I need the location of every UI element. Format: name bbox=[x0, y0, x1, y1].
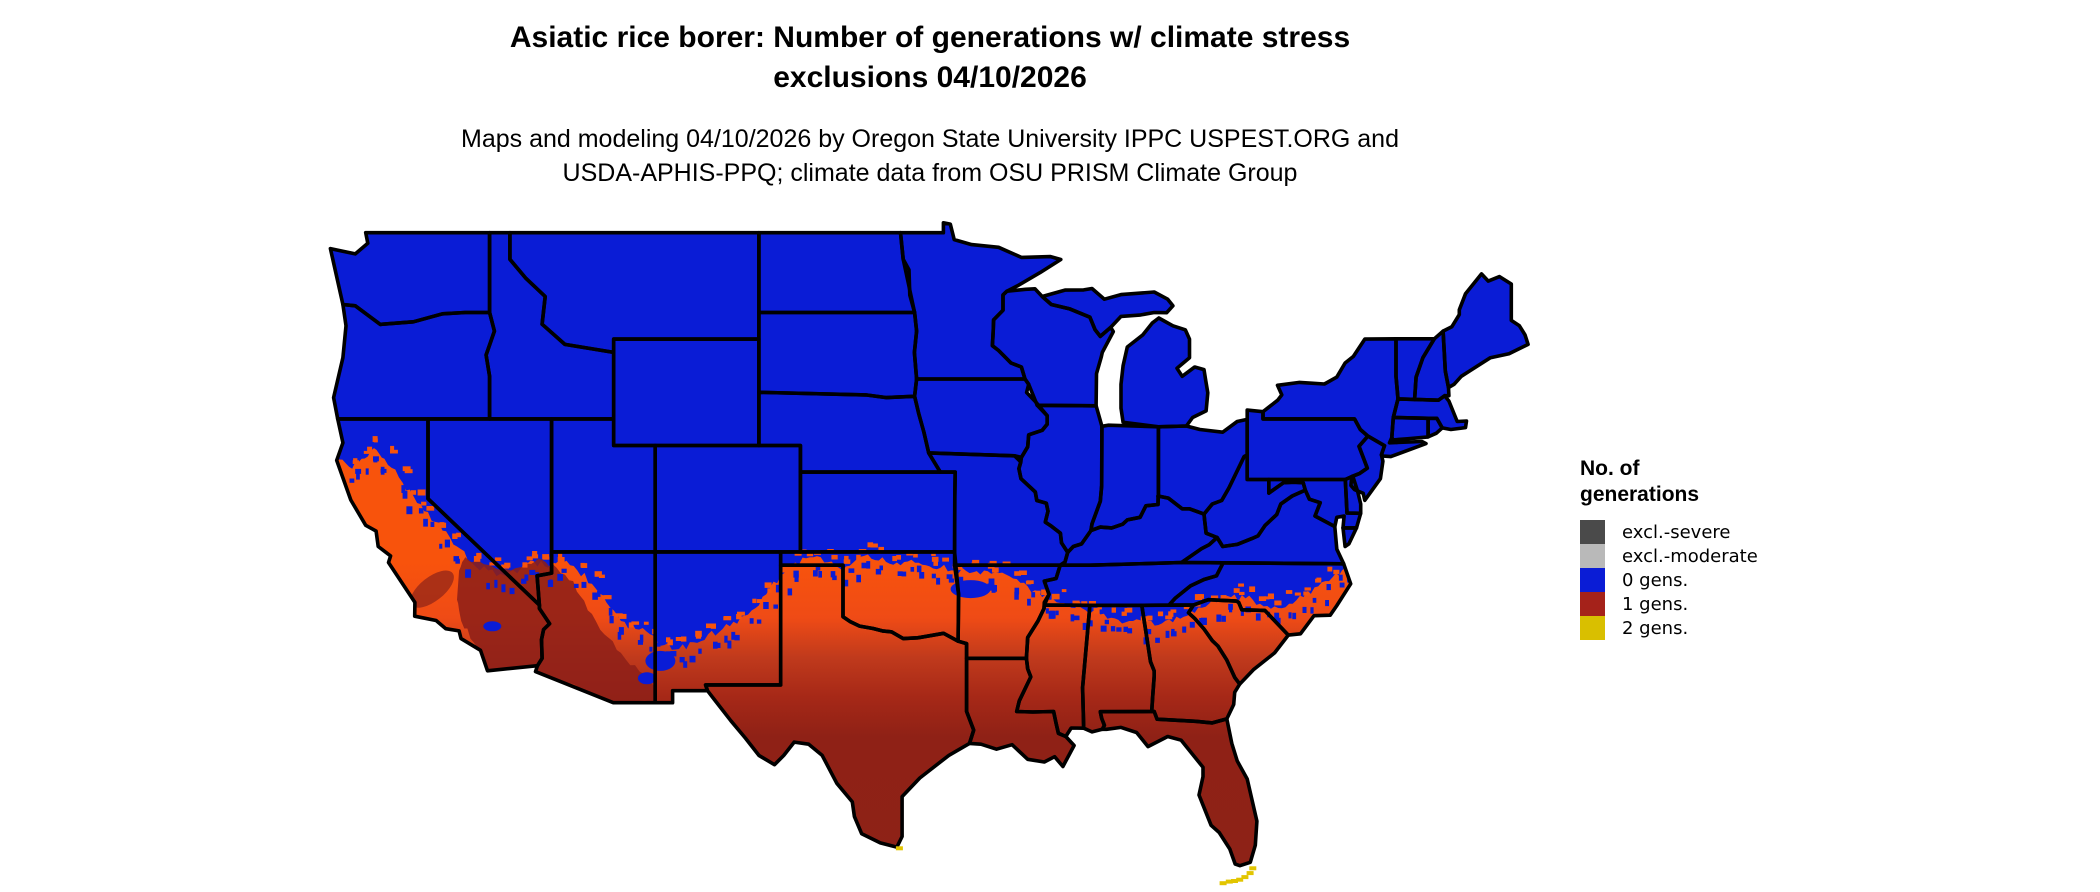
legend-title-line1: No. of bbox=[1580, 457, 1640, 480]
legend-title: No. of generations bbox=[1580, 456, 1758, 508]
figure-title: Asiatic rice borer: Number of generation… bbox=[330, 18, 1530, 98]
two-generations-cells bbox=[895, 846, 1257, 886]
legend-label: 0 gens. bbox=[1622, 569, 1689, 591]
legend-swatch bbox=[1580, 592, 1605, 616]
legend-label: excl.-severe bbox=[1622, 521, 1731, 543]
legend-item: 1 gens. bbox=[1580, 592, 1758, 616]
figure-header: Asiatic rice borer: Number of generation… bbox=[330, 18, 1530, 190]
figure-title-line1: Asiatic rice borer: Number of generation… bbox=[509, 21, 1351, 54]
legend-label: excl.-moderate bbox=[1622, 545, 1758, 567]
legend-item: excl.-moderate bbox=[1580, 544, 1758, 568]
state-borders bbox=[328, 221, 1530, 868]
legend-swatch bbox=[1580, 520, 1605, 544]
figure-title-line2: exclusions 04/10/2026 bbox=[773, 61, 1087, 94]
desert-dark-region bbox=[457, 557, 656, 703]
legend-items: excl.-severe excl.-moderate 0 gens. 1 gens.… bbox=[1580, 520, 1758, 640]
legend-item: excl.-severe bbox=[1580, 520, 1758, 544]
legend-label: 2 gens. bbox=[1622, 617, 1689, 639]
figure-subtitle: Maps and modeling 04/10/2026 by Oregon S… bbox=[330, 122, 1530, 190]
figure-subtitle-line1: Maps and modeling 04/10/2026 by Oregon S… bbox=[461, 125, 1399, 153]
legend: No. of generations excl.-severe excl.-mod… bbox=[1580, 456, 1758, 640]
legend-item: 2 gens. bbox=[1580, 616, 1758, 640]
figure-subtitle-line2: USDA-APHIS-PPQ; climate data from OSU PR… bbox=[562, 159, 1298, 187]
legend-title-line2: generations bbox=[1580, 483, 1700, 506]
raster-speckles bbox=[330, 436, 1359, 668]
legend-item: 0 gens. bbox=[1580, 568, 1758, 592]
legend-swatch bbox=[1580, 568, 1605, 592]
legend-swatch bbox=[1580, 544, 1605, 568]
legend-swatch bbox=[1580, 616, 1605, 640]
legend-label: 1 gens. bbox=[1622, 593, 1689, 615]
